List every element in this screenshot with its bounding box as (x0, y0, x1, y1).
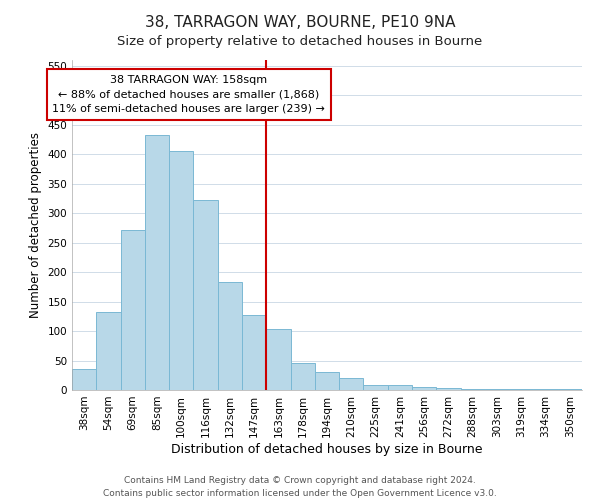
Bar (364, 386, 388, 390)
Y-axis label: Number of detached properties: Number of detached properties (29, 132, 42, 318)
X-axis label: Distribution of detached houses by size in Bourne: Distribution of detached houses by size … (171, 442, 483, 456)
Bar (242, 314, 266, 390)
Bar (315, 372, 339, 390)
Bar (388, 386, 412, 390)
Bar (436, 388, 461, 390)
Bar (96, 312, 121, 390)
Bar (461, 389, 485, 390)
Bar (72, 370, 96, 390)
Bar (145, 136, 169, 390)
Bar (121, 230, 145, 390)
Bar (169, 152, 193, 390)
Bar (266, 330, 290, 390)
Bar (290, 363, 315, 390)
Text: 38 TARRAGON WAY: 158sqm
← 88% of detached houses are smaller (1,868)
11% of semi: 38 TARRAGON WAY: 158sqm ← 88% of detache… (52, 74, 325, 114)
Text: 38, TARRAGON WAY, BOURNE, PE10 9NA: 38, TARRAGON WAY, BOURNE, PE10 9NA (145, 15, 455, 30)
Text: Contains HM Land Registry data © Crown copyright and database right 2024.
Contai: Contains HM Land Registry data © Crown c… (103, 476, 497, 498)
Text: Size of property relative to detached houses in Bourne: Size of property relative to detached ho… (118, 35, 482, 48)
Bar (339, 378, 364, 390)
Bar (412, 387, 436, 390)
Bar (193, 200, 218, 390)
Bar (218, 282, 242, 390)
